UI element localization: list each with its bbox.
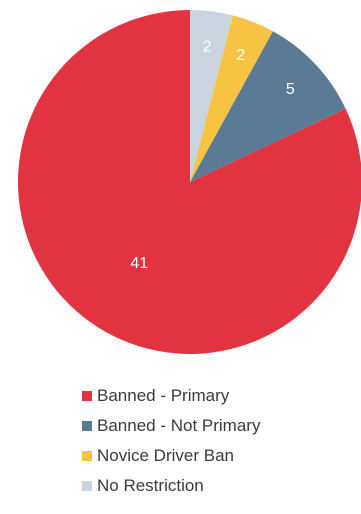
legend-label-novice-driver-ban: Novice Driver Ban [97, 445, 234, 465]
legend-label-no-restriction: No Restriction [97, 475, 204, 495]
legend-item-banned-primary: Banned - Primary [82, 386, 260, 405]
data-label-banned-primary: 41 [130, 255, 148, 272]
data-label-no-restriction: 2 [203, 38, 212, 55]
pie-slice-novice-driver-ban [190, 15, 273, 182]
pie-slice-banned-primary [17, 10, 361, 354]
legend-swatch-no-restriction [82, 480, 92, 491]
legend: Banned - Primary Banned - Not Primary No… [82, 386, 260, 506]
legend-item-banned-not-primary: Banned - Not Primary [82, 416, 260, 435]
legend-swatch-banned-primary [82, 390, 92, 401]
legend-swatch-banned-not-primary [82, 420, 92, 431]
pie-slice-no-restriction [190, 10, 233, 182]
legend-swatch-novice-driver-ban [82, 450, 92, 461]
data-label-banned-not-primary: 5 [286, 81, 295, 98]
pie-plot: 41 5 2 2 [17, 10, 361, 354]
pie-slice-banned-not-primary [190, 31, 346, 182]
legend-label-banned-primary: Banned - Primary [97, 385, 230, 405]
legend-item-no-restriction: No Restriction [82, 476, 260, 495]
legend-label-banned-not-primary: Banned - Not Primary [97, 415, 261, 435]
data-label-novice-driver-ban: 2 [236, 47, 245, 64]
legend-item-novice-driver-ban: Novice Driver Ban [82, 446, 260, 465]
